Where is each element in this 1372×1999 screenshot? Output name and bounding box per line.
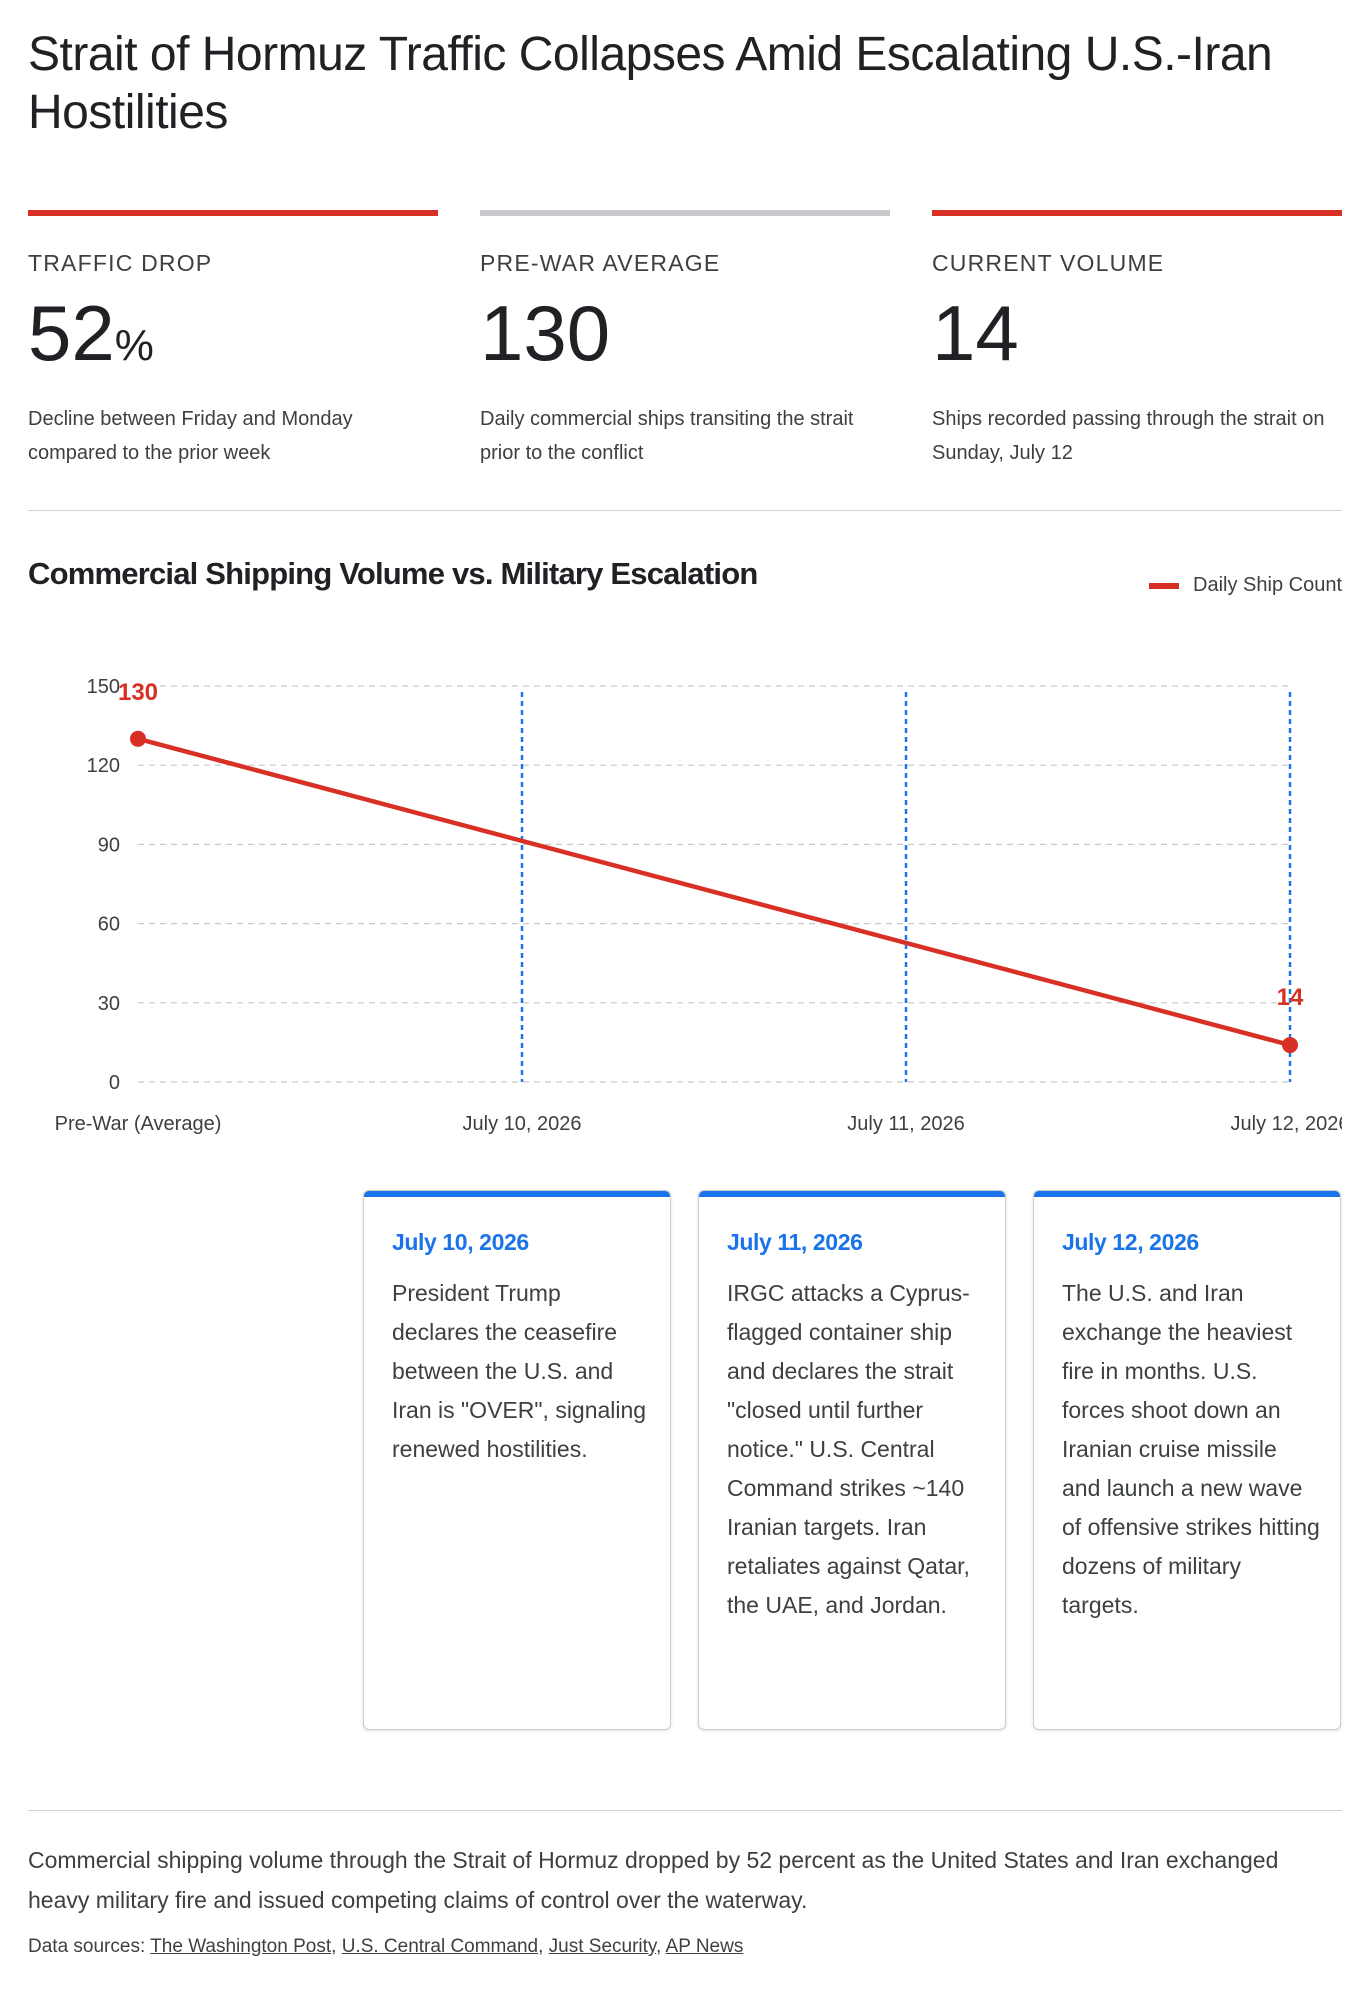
stat-description: Decline between Friday and Monday compar… xyxy=(28,408,353,464)
stat-value: 52% xyxy=(28,289,438,390)
stat-accent-bar xyxy=(480,210,890,216)
stat-description: Daily commercial ships transiting the st… xyxy=(480,408,854,464)
series-line xyxy=(137,736,1291,1048)
data-label: 14 xyxy=(1277,984,1304,1011)
event-card: July 12, 2026 The U.S. and Iran exchange… xyxy=(1033,1190,1341,1730)
stat-unit: % xyxy=(114,321,154,370)
source-link[interactable]: The Washington Post xyxy=(150,1936,332,1957)
event-cards: July 10, 2026 President Trump declares t… xyxy=(363,1190,1342,1730)
legend-label: Daily Ship Count xyxy=(1193,574,1342,596)
event-text: President Trump declares the ceasefire b… xyxy=(392,1280,647,1462)
stat-accent-bar xyxy=(28,210,438,216)
event-text: IRGC attacks a Cyprus-flagged container … xyxy=(727,1280,970,1618)
event-card-accent xyxy=(364,1191,670,1197)
data-label: 130 xyxy=(118,679,158,706)
x-tick-label: Pre-War (Average) xyxy=(55,1113,222,1135)
legend-swatch xyxy=(1149,582,1180,589)
sources-label: Data sources: xyxy=(28,1936,146,1957)
y-tick-label: 90 xyxy=(98,834,120,856)
source-link[interactable]: U.S. Central Command xyxy=(341,1936,539,1957)
summary-text: Commercial shipping volume through the S… xyxy=(28,1847,1279,1913)
stat-label: PRE-WAR AVERAGE xyxy=(480,250,721,276)
data-point xyxy=(130,730,146,747)
page-title: Strait of Hormuz Traffic Collapses Amid … xyxy=(28,28,1273,139)
stat-current-volume: CURRENT VOLUME 14 Ships recorded passing… xyxy=(932,210,1342,470)
y-tick-label: 60 xyxy=(98,914,120,936)
y-tick-label: 150 xyxy=(87,676,120,698)
x-tick-label: July 12, 2026 xyxy=(1231,1113,1342,1135)
data-sources: Data sources: The Washington Post, U.S. … xyxy=(28,1936,744,1957)
stat-number: 52 xyxy=(28,289,115,377)
stat-traffic-drop: TRAFFIC DROP 52% Decline between Friday … xyxy=(28,210,438,470)
divider xyxy=(28,1810,1342,1811)
chart-legend: Daily Ship Count xyxy=(1149,574,1342,597)
event-text: The U.S. and Iran exchange the heaviest … xyxy=(1062,1280,1320,1618)
stat-value: 14 xyxy=(932,289,1342,390)
x-tick-label: July 10, 2026 xyxy=(463,1113,582,1135)
stat-number: 14 xyxy=(932,289,1019,377)
stat-accent-bar xyxy=(932,210,1342,216)
event-date: July 10, 2026 xyxy=(392,1229,529,1255)
y-tick-label: 0 xyxy=(109,1072,120,1094)
stat-value: 130 xyxy=(480,289,890,390)
stat-description: Ships recorded passing through the strai… xyxy=(932,408,1325,464)
event-card: July 11, 2026 IRGC attacks a Cyprus-flag… xyxy=(698,1190,1006,1730)
event-card-accent xyxy=(699,1191,1005,1197)
y-tick-label: 30 xyxy=(98,993,120,1015)
x-tick-label: July 11, 2026 xyxy=(847,1113,965,1135)
line-chart: 0 30 60 90 120 150 Pre-War (Average) July 10, 2… xyxy=(55,676,1342,1135)
chart-title: Commercial Shipping Volume vs. Military … xyxy=(28,556,758,591)
event-date: July 12, 2026 xyxy=(1062,1229,1199,1255)
data-point xyxy=(1282,1037,1298,1054)
event-card: July 10, 2026 President Trump declares t… xyxy=(363,1190,671,1730)
divider xyxy=(28,510,1342,511)
stat-label: TRAFFIC DROP xyxy=(28,250,213,276)
stats-row: TRAFFIC DROP 52% Decline between Friday … xyxy=(28,210,1342,464)
stat-label: CURRENT VOLUME xyxy=(932,250,1165,276)
event-date: July 11, 2026 xyxy=(727,1229,863,1255)
source-link[interactable]: AP News xyxy=(665,1936,744,1957)
y-tick-label: 120 xyxy=(87,755,120,777)
stat-number: 130 xyxy=(480,289,611,377)
stat-pre-war-average: PRE-WAR AVERAGE 130 Daily commercial shi… xyxy=(480,210,890,470)
source-link[interactable]: Just Security xyxy=(548,1936,657,1957)
event-card-accent xyxy=(1034,1191,1340,1197)
